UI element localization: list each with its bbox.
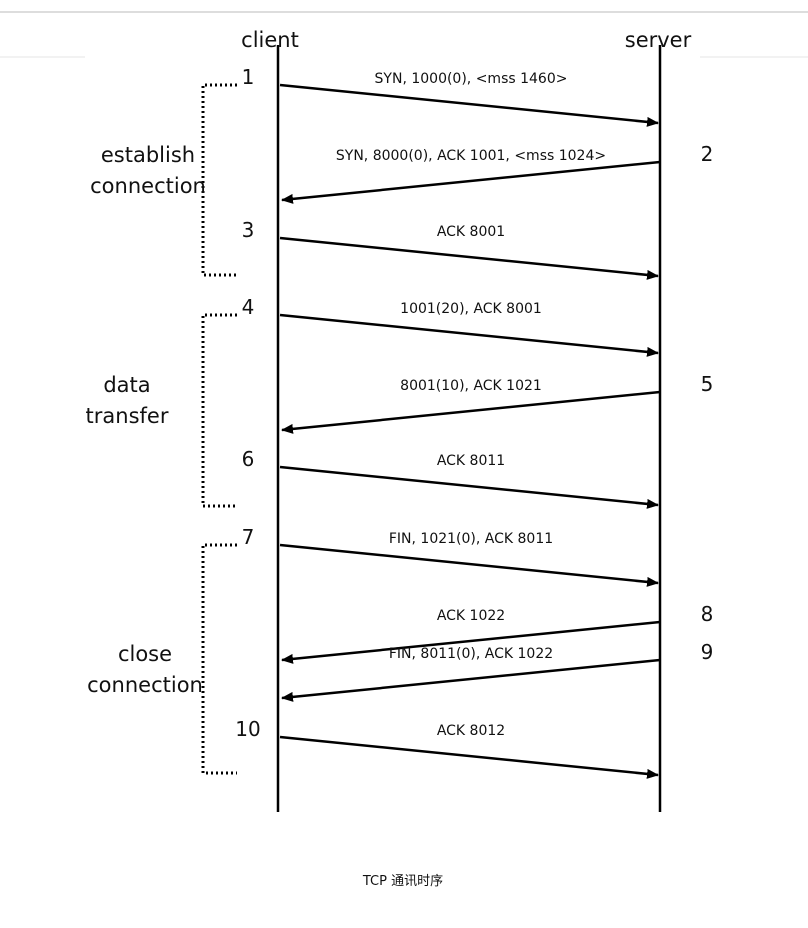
message-arrow bbox=[279, 465, 659, 509]
message-arrow bbox=[279, 83, 659, 127]
message-label: ACK 8011 bbox=[437, 453, 505, 469]
step-number: 5 bbox=[701, 372, 714, 396]
message-arrow bbox=[281, 620, 661, 664]
phase-label: transfer bbox=[86, 404, 169, 428]
message-label: ACK 8012 bbox=[437, 723, 505, 739]
phase-bracket bbox=[201, 83, 237, 277]
step-number: 4 bbox=[242, 295, 255, 319]
step-number: 1 bbox=[242, 65, 255, 89]
message-label: SYN, 1000(0), <mss 1460> bbox=[375, 71, 568, 87]
message-label: ACK 1022 bbox=[437, 608, 505, 624]
message-arrow bbox=[281, 658, 661, 702]
step-number: 2 bbox=[701, 142, 714, 166]
phase-label: close bbox=[118, 642, 172, 666]
message-arrow bbox=[279, 735, 659, 779]
step-number: 8 bbox=[701, 602, 714, 626]
step-number: 9 bbox=[701, 640, 714, 664]
phase-bracket bbox=[201, 313, 237, 508]
phase-bracket bbox=[201, 543, 237, 775]
message-arrow bbox=[279, 313, 659, 357]
step-number: 3 bbox=[242, 218, 255, 242]
message-label: ACK 8001 bbox=[437, 224, 505, 240]
step-number: 7 bbox=[242, 525, 255, 549]
phase-label: connection bbox=[90, 174, 206, 198]
message-arrow bbox=[279, 543, 659, 587]
client-label: client bbox=[241, 28, 299, 52]
phase-label: data bbox=[103, 373, 150, 397]
message-arrow bbox=[279, 236, 659, 280]
message-label: 8001(10), ACK 1021 bbox=[400, 378, 542, 394]
step-number: 10 bbox=[235, 717, 260, 741]
message-label: FIN, 8011(0), ACK 1022 bbox=[389, 646, 553, 662]
message-arrow bbox=[281, 390, 661, 434]
message-label: FIN, 1021(0), ACK 8011 bbox=[389, 531, 553, 547]
server-label: server bbox=[625, 28, 692, 52]
message-arrow bbox=[281, 160, 661, 204]
message-label: 1001(20), ACK 8001 bbox=[400, 301, 542, 317]
phase-label: connection bbox=[87, 673, 203, 697]
phase-label: establish bbox=[101, 143, 195, 167]
caption: TCP 通讯时序 bbox=[362, 874, 443, 889]
step-number: 6 bbox=[242, 447, 255, 471]
message-label: SYN, 8000(0), ACK 1001, <mss 1024> bbox=[336, 148, 606, 164]
